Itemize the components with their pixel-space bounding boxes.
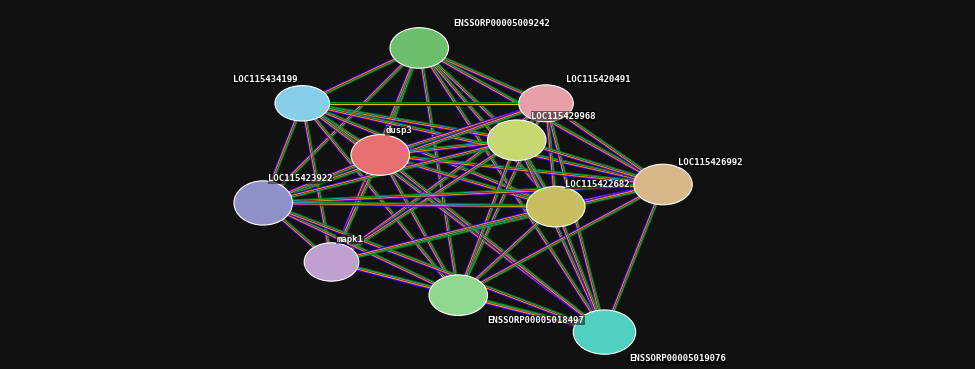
Text: dusp3: dusp3 — [385, 127, 412, 135]
Ellipse shape — [275, 86, 330, 121]
Text: ENSSORP00005019076: ENSSORP00005019076 — [629, 354, 725, 363]
Text: LOC115423922: LOC115423922 — [268, 175, 332, 183]
Ellipse shape — [351, 135, 410, 175]
Ellipse shape — [429, 275, 488, 315]
Ellipse shape — [519, 85, 573, 122]
Text: LOC115429968: LOC115429968 — [531, 112, 596, 121]
Text: ENSSORP00005009242: ENSSORP00005009242 — [453, 20, 550, 28]
Ellipse shape — [390, 28, 448, 68]
Ellipse shape — [526, 186, 585, 227]
Text: LOC115434199: LOC115434199 — [233, 75, 297, 84]
Text: LOC115422682: LOC115422682 — [566, 180, 630, 189]
Ellipse shape — [304, 243, 359, 281]
Text: mapk1: mapk1 — [336, 235, 364, 244]
Text: LOC115426992: LOC115426992 — [678, 158, 742, 167]
Ellipse shape — [634, 164, 692, 205]
Text: LOC115420491: LOC115420491 — [566, 75, 630, 84]
Ellipse shape — [573, 310, 636, 354]
Ellipse shape — [234, 181, 292, 225]
Ellipse shape — [488, 120, 546, 161]
Text: ENSSORP00005018497: ENSSORP00005018497 — [488, 316, 584, 325]
